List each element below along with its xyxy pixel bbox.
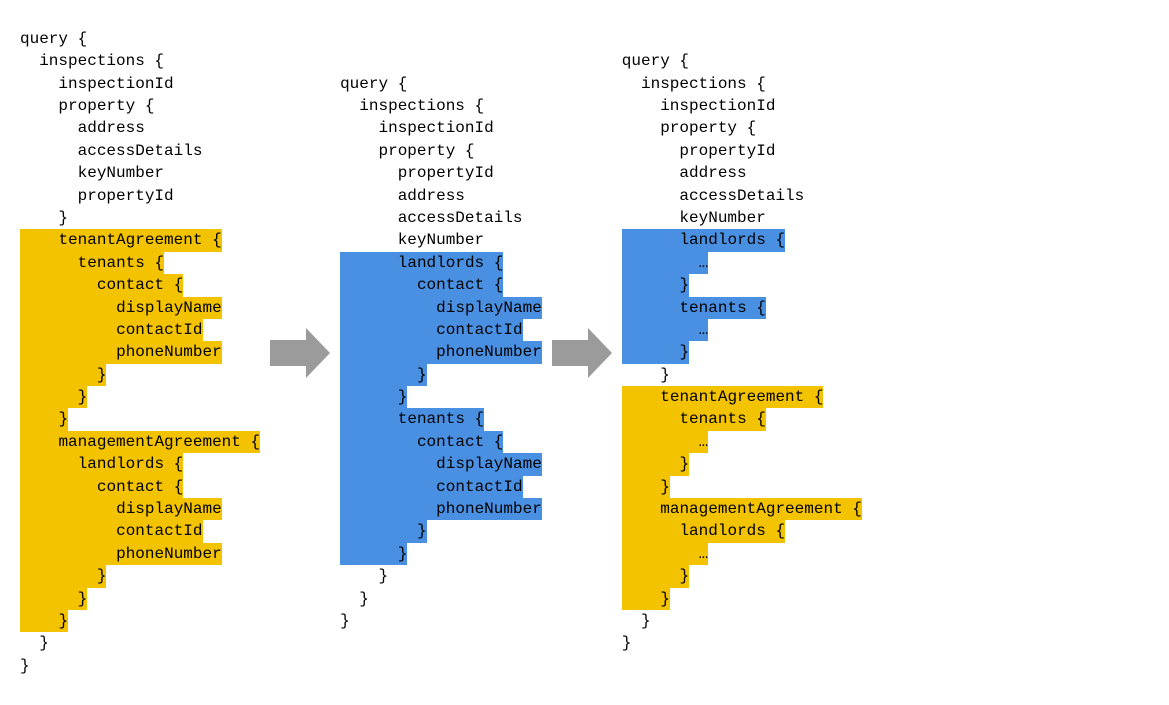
query-col-3: query { inspections { inspectionId prope… [622,50,862,655]
arrow-icon [270,328,330,378]
query-col-2: query { inspections { inspectionId prope… [340,73,542,633]
query-col-1: query { inspections { inspectionId prope… [20,28,260,677]
arrow-icon [552,328,612,378]
